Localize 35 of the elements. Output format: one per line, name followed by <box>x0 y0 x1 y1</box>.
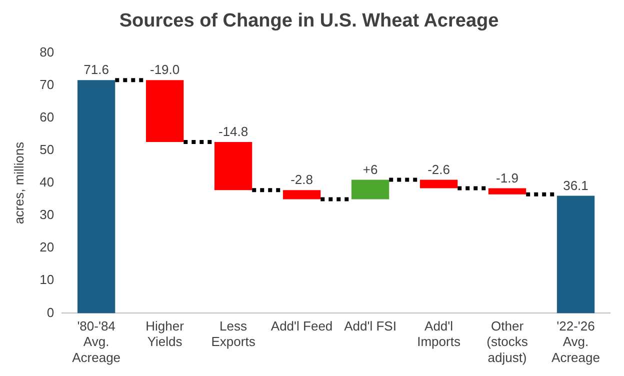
data-label: -2.6 <box>428 162 450 177</box>
x-tick-label: Add'l Feed <box>270 318 333 334</box>
bar <box>77 80 116 314</box>
y-tick-label: 40 <box>40 174 54 190</box>
bar <box>214 142 252 190</box>
chart-title: Sources of Change in U.S. Wheat Acreage <box>119 10 499 32</box>
y-tick-label: 20 <box>40 240 54 255</box>
bar <box>351 180 390 200</box>
x-tick-label: Add'l FSI <box>344 318 396 334</box>
y-tick-label: 70 <box>40 76 54 92</box>
x-tick-label: Other (stocks adjust) <box>486 318 528 365</box>
bar <box>146 80 184 142</box>
y-tick-label: 80 <box>40 44 54 60</box>
x-tick-label: Less Exports <box>211 318 256 350</box>
y-tick-label: 50 <box>40 142 54 158</box>
data-label: +6 <box>362 162 378 177</box>
x-tick-label: Higher Yields <box>146 318 185 350</box>
x-tick-label: '80-'84 Avg. Acreage <box>72 318 121 365</box>
y-tick-label: 30 <box>40 207 54 222</box>
bar <box>282 190 321 200</box>
data-label: -14.8 <box>218 124 248 140</box>
data-label: -2.8 <box>290 172 313 188</box>
y-tick-label: 10 <box>40 272 54 288</box>
data-label: -1.9 <box>496 170 518 186</box>
x-tick-label: Add'l Imports <box>417 318 461 350</box>
y-axis-title: acres, millions <box>11 141 26 224</box>
x-tick-label: '22-'26 Avg. Acreage <box>552 318 600 365</box>
bar <box>488 188 526 194</box>
bar <box>420 180 458 188</box>
bar <box>556 196 595 314</box>
y-tick-label: 0 <box>46 304 54 320</box>
data-label: -19.0 <box>150 62 180 78</box>
y-tick-label: 60 <box>40 109 54 124</box>
data-label: 71.6 <box>84 62 109 78</box>
data-label: 36.1 <box>563 178 588 193</box>
